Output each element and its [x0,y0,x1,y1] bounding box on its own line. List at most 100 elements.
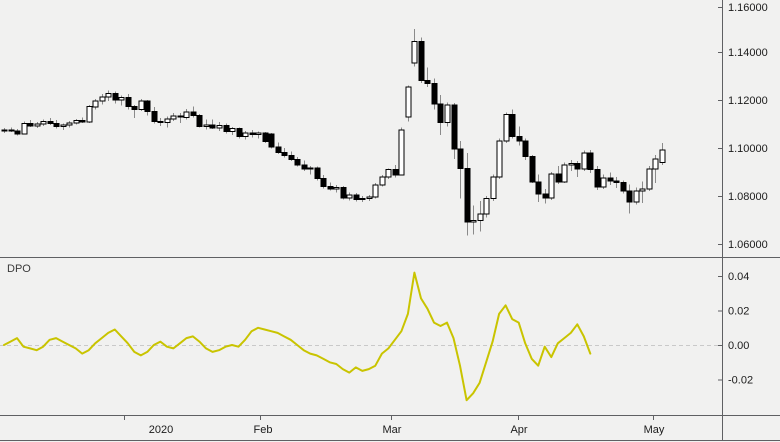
candle-body-up [444,104,451,124]
candle-body-up [548,173,555,199]
candle-body-up [73,119,80,124]
candle-body-down [529,156,536,183]
candle-body-down [249,132,256,135]
candle-body-down [607,177,614,182]
candle-body-up [561,164,568,183]
candle-body-up [600,177,607,188]
candle-body-down [294,159,301,166]
candle-body-up [503,113,510,142]
time-axis-label: May [644,424,665,436]
candle-body-up [203,124,210,127]
candle-body-down [8,129,15,132]
candle-body-up [359,197,366,201]
candle-body-down [79,119,86,123]
dpo-line [3,271,592,402]
candle-body-up [118,97,125,101]
candle-body-down [555,173,562,183]
candle-body-up [477,213,484,221]
candle-body-up [398,129,405,176]
candle-body-down [594,169,601,188]
candle-body-up [405,86,412,118]
candle-body-down [340,186,347,199]
candle-body-up [99,96,106,102]
candle-body-down [223,125,230,133]
candle-body-down [418,41,425,82]
candle-body-down [177,115,184,118]
price-axis-label: 1.14000 [728,47,768,59]
candle-body-down [236,127,243,138]
candle-body-up [255,132,262,135]
candle-body-down [542,193,549,199]
candle-body-up [92,100,99,108]
price-axis-label: 1.10000 [728,143,768,155]
candle-body-up [659,149,666,163]
candle-body-down [353,194,360,201]
candle-body-down [14,130,21,135]
candle-body-up [1,129,8,132]
candle-body-down [209,124,216,129]
candle-body-down [535,181,542,195]
candle-body-up [366,196,373,199]
candle-body-down [275,146,282,153]
candle-body-up [66,122,73,126]
candle-body-down [196,114,203,127]
candle-body-up [307,167,314,170]
candle-body-up [568,163,575,166]
price-axis-label: 1.08000 [728,191,768,203]
candle-body-up [170,115,177,120]
candle-body-down [509,113,516,138]
candle-body-down [464,167,471,223]
candle-body-up [138,100,145,111]
candle-body-up [105,92,112,98]
candle-body-up [229,127,236,133]
candle-body-down [516,136,523,142]
candle-body-down [268,133,275,148]
candle-body-up [40,121,47,125]
candle-body-up [470,220,477,223]
price-axis-label: 1.06000 [728,239,768,251]
candle-body-up [164,118,171,124]
candle-body-down [262,132,269,142]
candle-body-down [574,163,581,170]
time-axis-label: Mar [383,424,402,436]
candle-body-up [242,132,249,137]
candle-body-up [372,184,379,198]
candle-body-up [411,41,418,64]
candle-body-up [581,152,588,170]
dpo-axis-label: 0.00 [728,340,749,352]
candle-body-down [157,121,164,124]
time-axis-label: 2020 [149,424,173,436]
candle-body-down [620,181,627,192]
candle-body-down [613,180,620,183]
dpo-axis-label: 0.04 [728,271,749,283]
candle-body-up [652,158,659,170]
candle-body-down [457,148,464,169]
candle-body-down [125,97,132,108]
candle-body-up [646,168,653,190]
candle-body-up [483,198,490,215]
candle-body-down [437,103,444,124]
candle-body-down [131,106,138,111]
candle-body-down [327,185,334,190]
time-axis-label: Feb [254,424,273,436]
price-axis-label: 1.16000 [728,2,768,14]
price-axis-label: 1.12000 [728,95,768,107]
candle-body-down [301,164,308,170]
candle-body-up [216,125,223,129]
candle-body-down [626,190,633,203]
candle-body-down [144,100,151,112]
candle-body-up [86,106,93,123]
candle-body-down [320,178,327,187]
candle-body-up [60,124,67,128]
dpo-axis-label: -0.02 [728,375,753,387]
candle-body-down [431,83,438,105]
time-axis-label: Apr [510,424,527,436]
candle-body-up [639,188,646,192]
candle-body-down [392,169,399,176]
candle-body-down [151,110,158,123]
candle-body-up [379,176,386,186]
candle-body-down [424,80,431,85]
